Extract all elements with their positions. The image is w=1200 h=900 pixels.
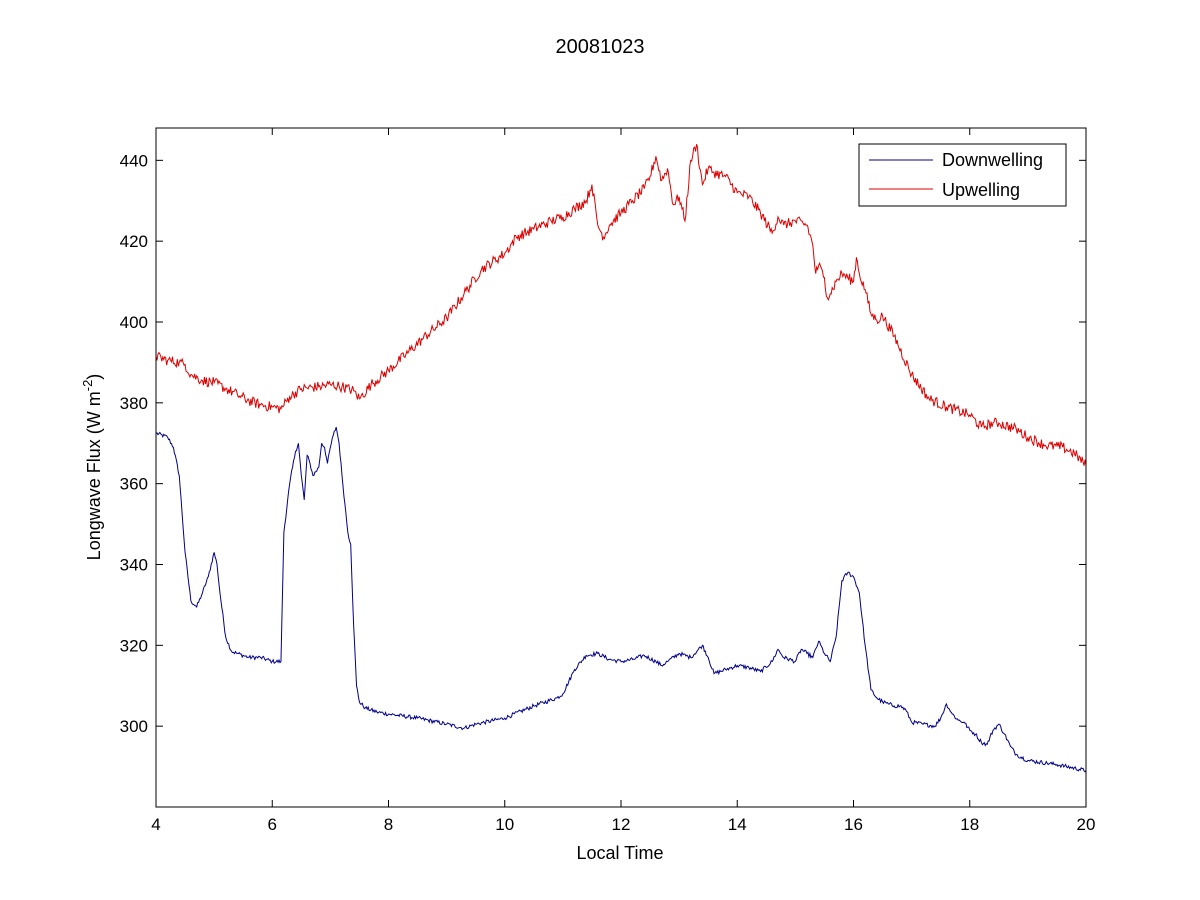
series-line-upwelling — [156, 144, 1086, 466]
y-axis-label-end: ) — [84, 374, 104, 380]
x-tick-label: 12 — [612, 815, 631, 834]
x-tick-label: 8 — [384, 815, 393, 834]
series-line-downwelling — [156, 426, 1086, 773]
x-tick-label: 18 — [960, 815, 979, 834]
x-tick-label: 10 — [495, 815, 514, 834]
y-tick-label: 420 — [120, 232, 148, 251]
y-axis-label: Longwave Flux (W m-2) — [80, 374, 104, 561]
y-tick-label: 320 — [120, 636, 148, 655]
legend-label-upwelling: Upwelling — [942, 180, 1020, 200]
y-tick-label: 400 — [120, 313, 148, 332]
legend-label-downwelling: Downwelling — [942, 150, 1043, 170]
y-tick-label: 340 — [120, 556, 148, 575]
legend: Downwelling Upwelling — [858, 143, 1067, 207]
y-axis-label-main: Longwave Flux (W m — [84, 391, 104, 560]
series-layer — [156, 144, 1086, 773]
y-tick-label: 440 — [120, 151, 148, 170]
x-axis: 4 6 8 10 12 14 16 18 20 — [151, 128, 1095, 834]
x-axis-label: Local Time — [576, 843, 663, 863]
legend-box — [858, 143, 1067, 207]
y-tick-label: 300 — [120, 717, 148, 736]
x-tick-label: 16 — [844, 815, 863, 834]
x-tick-label: 20 — [1077, 815, 1096, 834]
y-tick-label: 360 — [120, 475, 148, 494]
x-tick-label: 4 — [151, 815, 160, 834]
y-axis-label-superscript: -2 — [80, 380, 95, 392]
y-tick-label: 380 — [120, 394, 148, 413]
y-axis: 300 320 340 360 380 400 420 440 — [120, 151, 1086, 736]
x-tick-label: 6 — [268, 815, 277, 834]
plot-area — [155, 127, 1087, 808]
chart-title: 20081023 — [556, 36, 645, 58]
x-tick-label: 14 — [728, 815, 747, 834]
